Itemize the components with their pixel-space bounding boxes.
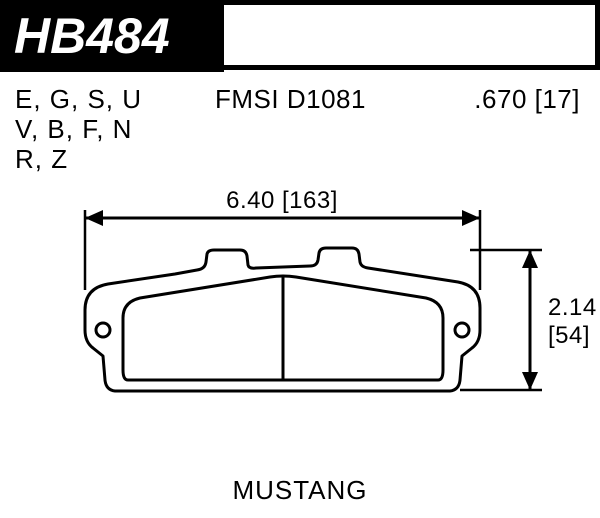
thickness-spec: .670 [17] [474, 84, 580, 115]
compound-codes: E, G, S, U V, B, F, N R, Z [15, 84, 180, 174]
compounds-line-2: V, B, F, N [15, 114, 132, 144]
height-label-in: 2.14 [548, 294, 597, 321]
fmsi-code: FMSI D1081 [215, 84, 366, 115]
pad-diagram: 6.40 [163] 2.14 [54 [0, 170, 600, 470]
sku-label: HB484 [0, 0, 224, 72]
header-white-inset [210, 5, 595, 65]
application-name: MUSTANG [0, 475, 600, 506]
width-label: 6.40 [163] [226, 187, 338, 214]
compounds-line-1: E, G, S, U [15, 84, 142, 114]
height-label-mm: [54] [548, 322, 590, 349]
pad-outline [85, 248, 480, 391]
spec-sheet: HB484 E, G, S, U V, B, F, N R, Z FMSI D1… [0, 0, 600, 518]
